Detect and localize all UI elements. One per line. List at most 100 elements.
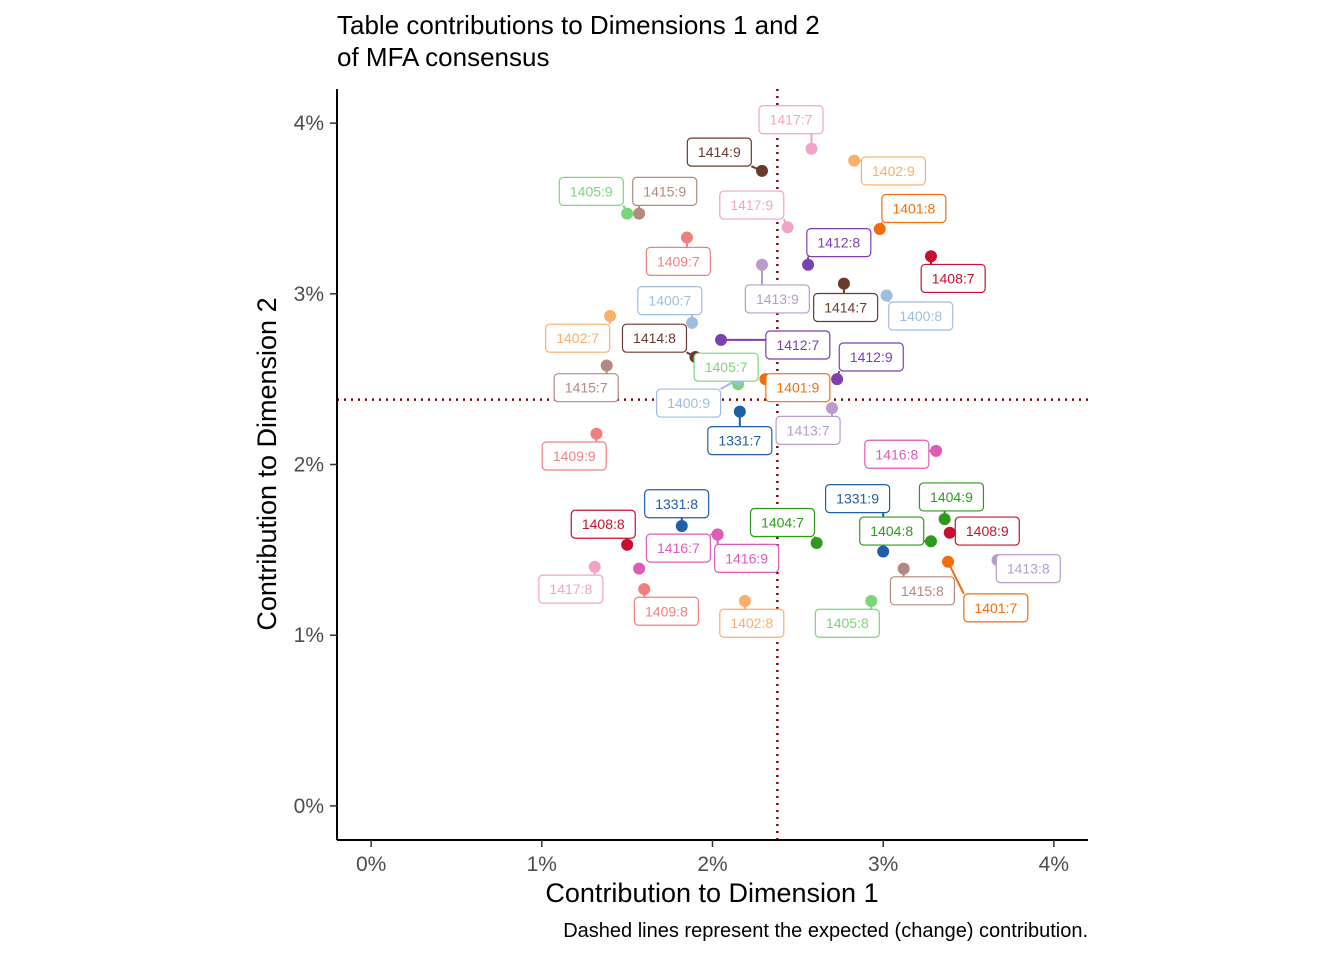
data-point: [781, 221, 794, 234]
data-point: [880, 289, 893, 302]
point-label: 1401:8: [892, 200, 935, 216]
x-axis-title: Contribution to Dimension 1: [545, 878, 878, 908]
label-box: [558, 176, 624, 207]
point-label: 1404:7: [761, 515, 804, 531]
data-point: [877, 545, 890, 558]
label-box: [758, 105, 824, 135]
label-box: [545, 323, 611, 353]
data-point: [638, 583, 651, 596]
point-label: 1416:9: [725, 550, 768, 566]
label-box: [637, 286, 703, 316]
label-box: [920, 263, 986, 294]
x-tick-label: 2%: [697, 853, 727, 876]
point-label: 1413:8: [1007, 561, 1050, 577]
point-label: 1409:9: [553, 448, 596, 464]
data-point: [897, 562, 910, 575]
label-box: [553, 373, 619, 403]
label-box: [693, 352, 759, 382]
data-point: [938, 513, 951, 526]
y-axis-title: Contribution to Dimension 2: [252, 297, 282, 630]
point-label: 1405:8: [826, 615, 869, 631]
data-point: [848, 154, 861, 167]
point-label: 1413:7: [787, 422, 830, 438]
label-box: [621, 323, 688, 353]
point-label: 1405:7: [705, 359, 748, 375]
label-box: [963, 593, 1029, 623]
label-box: [644, 489, 710, 519]
label-box: [744, 284, 810, 314]
reference-lines: [337, 89, 1088, 840]
data-point: [831, 373, 844, 386]
label-box: [918, 482, 985, 512]
data-point: [802, 258, 815, 271]
label-box: [632, 176, 698, 207]
label-box: [838, 342, 904, 372]
point-label: 1416:7: [657, 540, 700, 556]
chart-title: Table contributions to Dimensions 1 and …: [337, 10, 820, 72]
data-point: [810, 537, 823, 550]
point-label: 1417:9: [730, 197, 773, 213]
label-box: [765, 330, 831, 360]
data-point: [755, 258, 768, 271]
data-point: [680, 231, 693, 244]
point-label: 1401:7: [974, 600, 1017, 616]
point-label: 1417:7: [770, 112, 813, 128]
data-point: [686, 316, 699, 329]
label-box: [806, 228, 872, 258]
data-point: [873, 222, 886, 235]
label-box: [824, 484, 891, 514]
label-box: [749, 507, 816, 538]
point-label: 1402:9: [872, 163, 915, 179]
label-box: [765, 373, 831, 403]
data-point: [930, 444, 943, 457]
point-label: 1415:9: [643, 183, 686, 199]
point-label: 1408:9: [966, 523, 1009, 539]
data-point: [715, 333, 728, 346]
point-label: 1404:9: [930, 489, 973, 505]
label-box: [954, 516, 1020, 546]
data-point: [633, 207, 646, 220]
data-point: [942, 555, 955, 568]
label-box: [995, 554, 1061, 584]
label-box: [881, 193, 947, 224]
point-label: 1414:8: [633, 330, 676, 346]
point-label: 1409:7: [657, 253, 700, 269]
chart-caption: Dashed lines represent the expected (cha…: [563, 920, 1088, 942]
point-label: 1412:7: [776, 337, 819, 353]
point-label: 1415:7: [565, 380, 608, 396]
x-tick-label: 0%: [356, 853, 386, 876]
point-label: 1401:9: [776, 380, 819, 396]
label-box: [864, 439, 930, 469]
data-points: [588, 142, 1004, 608]
data-point: [733, 405, 746, 418]
data-point: [588, 560, 601, 573]
axes: 0% 1% 2% 3% 4% 0% 1% 2% 3% 4%: [294, 89, 1088, 876]
data-point: [924, 250, 937, 263]
y-tick-label: 4%: [294, 112, 324, 135]
y-tick-label: 2%: [294, 454, 324, 477]
label-box: [570, 509, 636, 539]
label-box: [859, 516, 925, 546]
point-label: 1404:8: [870, 523, 913, 539]
label-box: [633, 596, 700, 626]
data-point: [755, 164, 768, 177]
point-label: 1408:7: [932, 270, 975, 286]
y-tick-label: 0%: [294, 795, 324, 818]
label-box: [719, 190, 785, 220]
label-box: [860, 156, 927, 186]
label-box: [645, 246, 711, 276]
point-label: 1402:8: [730, 615, 773, 631]
point-label: 1413:9: [756, 291, 799, 307]
point-label: 1415:8: [901, 583, 944, 599]
point-label: 1331:9: [836, 491, 879, 507]
data-point: [805, 142, 818, 155]
data-point: [711, 528, 724, 541]
data-point: [590, 427, 603, 440]
label-box: [889, 576, 956, 606]
point-label: 1400:8: [899, 308, 942, 324]
label-box: [538, 574, 604, 604]
label-box: [813, 292, 879, 323]
label-box: [541, 441, 607, 471]
point-label: 1405:9: [570, 183, 613, 199]
